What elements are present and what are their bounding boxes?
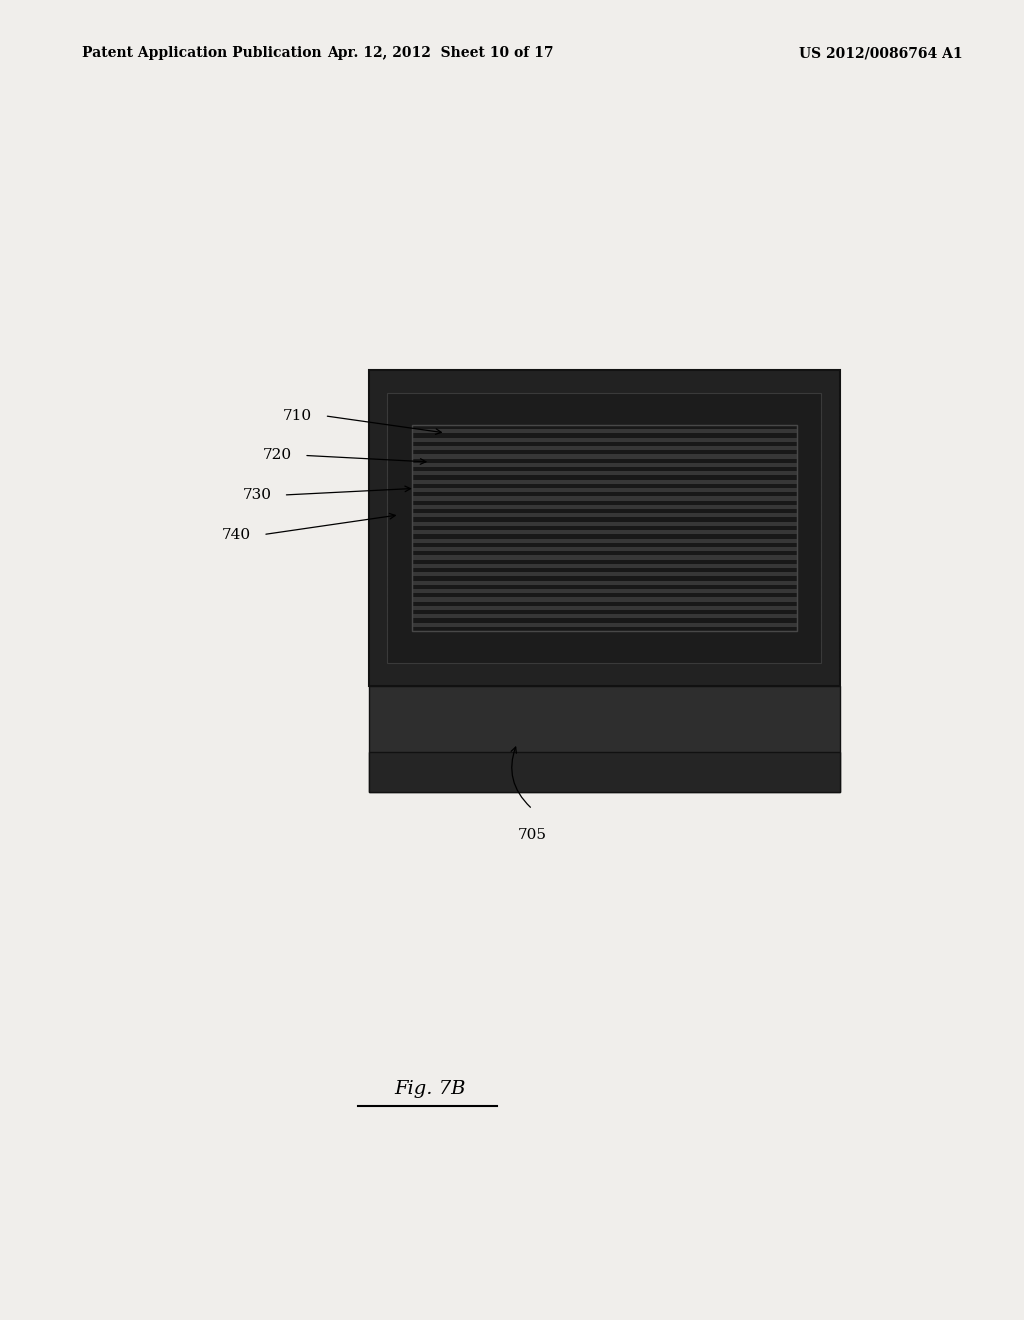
Polygon shape xyxy=(412,446,797,450)
Polygon shape xyxy=(412,496,797,500)
Polygon shape xyxy=(412,438,797,442)
Text: 740: 740 xyxy=(222,528,251,541)
Polygon shape xyxy=(412,556,797,560)
Polygon shape xyxy=(412,572,797,577)
Text: 705: 705 xyxy=(518,828,547,842)
Polygon shape xyxy=(412,614,797,618)
Polygon shape xyxy=(412,598,797,602)
Text: 710: 710 xyxy=(284,409,312,422)
Text: Apr. 12, 2012  Sheet 10 of 17: Apr. 12, 2012 Sheet 10 of 17 xyxy=(327,46,554,61)
Text: 730: 730 xyxy=(243,488,271,502)
Text: US 2012/0086764 A1: US 2012/0086764 A1 xyxy=(799,46,963,61)
Polygon shape xyxy=(412,521,797,525)
Polygon shape xyxy=(412,454,797,458)
Polygon shape xyxy=(412,429,797,433)
Polygon shape xyxy=(412,606,797,610)
Polygon shape xyxy=(412,589,797,593)
Polygon shape xyxy=(412,623,797,627)
Polygon shape xyxy=(412,539,797,543)
Polygon shape xyxy=(412,471,797,475)
Polygon shape xyxy=(369,752,840,792)
Polygon shape xyxy=(412,463,797,467)
Polygon shape xyxy=(412,546,797,552)
Polygon shape xyxy=(412,513,797,517)
Text: 720: 720 xyxy=(263,449,292,462)
Polygon shape xyxy=(412,504,797,510)
Polygon shape xyxy=(412,531,797,535)
Polygon shape xyxy=(387,393,821,663)
Polygon shape xyxy=(412,581,797,585)
Polygon shape xyxy=(412,488,797,492)
Text: Patent Application Publication: Patent Application Publication xyxy=(82,46,322,61)
Polygon shape xyxy=(412,564,797,568)
Polygon shape xyxy=(412,479,797,484)
Text: Fig. 7B: Fig. 7B xyxy=(394,1080,466,1098)
Polygon shape xyxy=(369,686,840,792)
Polygon shape xyxy=(369,370,840,686)
Polygon shape xyxy=(412,425,797,631)
